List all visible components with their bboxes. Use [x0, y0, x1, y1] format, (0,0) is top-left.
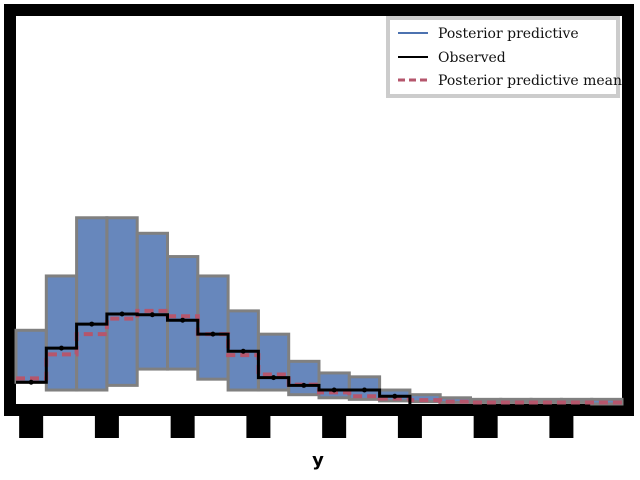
observed-point-7: [240, 348, 246, 354]
posterior-predictive-band-1: [44, 274, 79, 392]
posterior-predictive-band-9: [287, 359, 321, 397]
x-axis-label: y: [312, 450, 324, 471]
x-tick-mark-5: [397, 416, 422, 438]
x-tick-mark-0: [19, 416, 44, 438]
observed-point-2: [89, 321, 95, 327]
posterior-predictive-envelope: [14, 216, 624, 406]
legend-label-posterior-predictive-mean: Posterior predictive mean: [438, 73, 622, 89]
observed-point-8: [271, 375, 277, 381]
observed-point-10: [331, 387, 337, 393]
observed-point-6: [210, 331, 216, 337]
legend-label-posterior-predictive: Posterior predictive: [438, 26, 579, 42]
posterior-predictive-band-4: [135, 231, 169, 371]
x-tick-mark-2: [170, 416, 195, 438]
observed-point-4: [149, 312, 155, 318]
observed-point-1: [58, 345, 64, 351]
x-tick-mark-1: [94, 416, 119, 438]
observed-layer: [16, 311, 412, 404]
observed-point-9: [301, 382, 307, 388]
observed-point-0: [28, 379, 34, 385]
posterior-predictive-band-2: [75, 216, 109, 392]
legend: Posterior predictive Observed Posterior …: [386, 16, 622, 98]
posterior-predictive-band-5: [166, 255, 200, 371]
observed-point-12: [392, 393, 398, 399]
x-tick-mark-4: [322, 416, 347, 438]
x-tick-mark-6: [473, 416, 498, 438]
x-axis-ticks: [19, 416, 574, 438]
x-tick-mark-3: [246, 416, 271, 438]
legend-label-observed: Observed: [438, 50, 506, 66]
observed-point-3: [119, 311, 125, 317]
observed-point-5: [180, 317, 186, 323]
x-tick-mark-7: [549, 416, 574, 438]
posterior-predictive-band-3: [105, 216, 139, 387]
posterior-predictive-band-8: [256, 332, 291, 392]
posterior-predictive-band-0: [14, 328, 48, 384]
posterior-predictive-band-6: [196, 274, 230, 381]
observed-point-11: [361, 387, 367, 393]
